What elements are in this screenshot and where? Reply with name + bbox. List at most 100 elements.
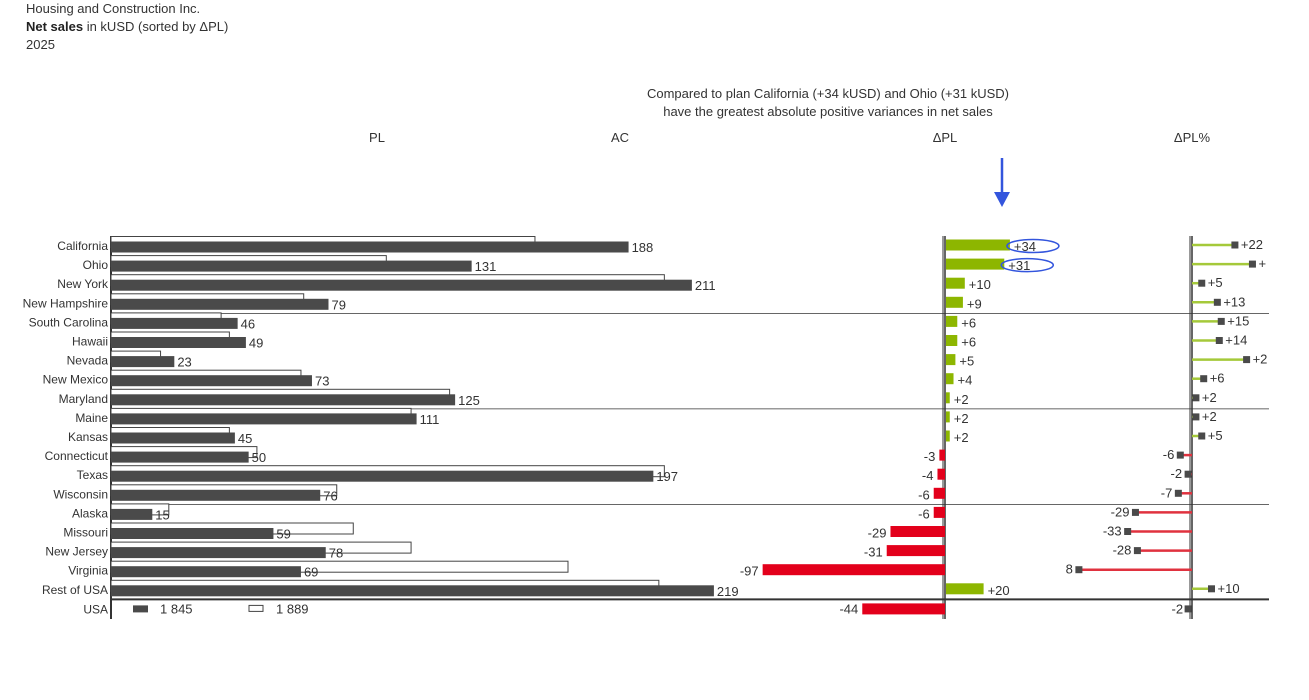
ac-value-label: 111 [420,412,440,427]
dpl-value-label: +6 [961,335,976,350]
dpl-bar [946,277,965,289]
ac-value-label: 23 [177,355,191,370]
dplpct-value-label: -33 [1103,524,1122,539]
dplpct-marker [1213,298,1221,306]
dplpct-value-label: +5 [1208,275,1223,290]
ac-value-label: 50 [252,450,266,465]
dpl-value-label: +2 [954,392,969,407]
measure-unit: in kUSD (sorted by ΔPL) [83,19,229,34]
ac-bar [111,279,692,291]
ac-bar [111,337,246,348]
category-label-virginia: Virginia [68,564,108,578]
category-label-nevada: Nevada [67,354,109,368]
dplpct-marker [1198,432,1206,440]
dplpct-value-label: +2 [1202,409,1217,424]
total-dpl-bar [862,603,945,615]
company-name: Housing and Construction Inc. [26,1,201,16]
category-label-connecticut: Connecticut [45,449,109,463]
dplpct-marker [1217,317,1225,325]
dpl-bar [939,449,945,461]
dpl-bar [762,564,945,576]
dplpct-marker [1174,489,1182,497]
column-header-dpl: ΔPL [932,130,958,145]
dplpct-value-label: +6 [1210,371,1225,386]
dpl-bar [946,258,1005,270]
category-label-new-jersey: New Jersey [45,545,108,559]
category-label-wisconsin: Wisconsin [53,487,108,501]
dpl-bar [946,335,958,346]
dplpct-marker [1133,547,1141,555]
ac-value-label: 125 [458,393,480,408]
dplpct-value-label: +22 [1241,237,1263,252]
highlight-ellipse [1006,238,1060,254]
dplpct-marker [1208,585,1215,593]
dplpct-marker [1243,356,1251,364]
dpl-value-label: +10 [969,277,991,292]
dplpct-value-label: +14 [1225,333,1247,348]
ac-bar [111,413,417,425]
ac-value-label: 59 [276,527,290,542]
ac-bar [111,566,301,578]
dplpct-value-label: +2 [1202,390,1217,405]
category-label-south-carolina: South Carolina [29,315,109,329]
dpl-value-label: -31 [864,545,883,560]
category-label-ohio: Ohio [83,258,109,272]
dplpct-marker [1192,394,1200,402]
dpl-value-label: -4 [922,468,934,483]
legend-pl-swatch [248,604,264,612]
dplpct-value-label: -7 [1161,485,1173,500]
annotation-line-1: Compared to plan California (+34 kUSD) a… [646,86,1009,101]
dplpct-value-label: +13 [1223,294,1245,309]
ac-value-label: 78 [329,546,343,561]
total-dpl-label: -44 [839,601,858,616]
chart-subtitle: Net sales in kUSD (sorted by ΔPL) [26,18,228,36]
ac-bar [111,394,456,406]
dplpct-marker [1215,337,1223,344]
ac-bar [111,298,329,310]
ac-bar [111,528,274,539]
dplpct-marker [1131,508,1139,516]
ac-bar [111,585,714,597]
dplpct-value-label: +10 [1218,581,1240,596]
dpl-bar [946,430,950,442]
ac-bar [111,451,249,463]
dplpct-value-label: -28 [1113,543,1132,558]
dplpct-value-label: +15 [1227,313,1249,328]
column-header-dplpct: ΔPL% [1173,130,1211,145]
category-label-new-york: New York [57,277,109,291]
dplpct-value-label: -29 [1111,504,1130,519]
dplpct-value-label: 8 [1066,562,1073,577]
dplpct-value-label: +2 [1253,352,1268,367]
ac-value-label: 49 [249,336,263,351]
ac-value-label: 131 [475,259,497,274]
category-label-california: California [57,239,108,253]
dpl-value-label: -6 [918,487,930,502]
dpl-value-label: +9 [967,296,982,311]
dpl-bar [946,392,950,404]
category-label-new-hampshire: New Hampshire [23,296,109,310]
dpl-value-label: +5 [959,354,974,369]
dpl-value-label: +6 [961,315,976,330]
category-label-hawaii: Hawaii [72,335,108,349]
dplpct-value-label: -6 [1163,447,1175,462]
dpl-value-label: +2 [954,411,969,426]
column-header-ac: AC [610,130,630,145]
dpl-bar [886,545,945,557]
dpl-bar [933,487,945,499]
dpl-value-label: +34 [1014,239,1036,254]
category-label-new-mexico: New Mexico [43,373,109,387]
dpl-value-label: +4 [958,373,973,388]
category-label-alaska: Alaska [72,506,108,520]
dpl-bar [946,373,954,385]
total-dplpct-marker [1184,605,1192,613]
dpl-bar [946,411,950,423]
total-pl-value: 1 889 [276,601,309,616]
ac-value-label: 15 [155,507,169,522]
ac-bar [111,508,153,520]
dplpct-marker [1248,260,1256,268]
category-label-maryland: Maryland [59,392,108,406]
ac-bar [111,317,238,329]
dplpct-marker [1231,241,1239,249]
dplpct-value-label: -2 [1171,466,1183,481]
